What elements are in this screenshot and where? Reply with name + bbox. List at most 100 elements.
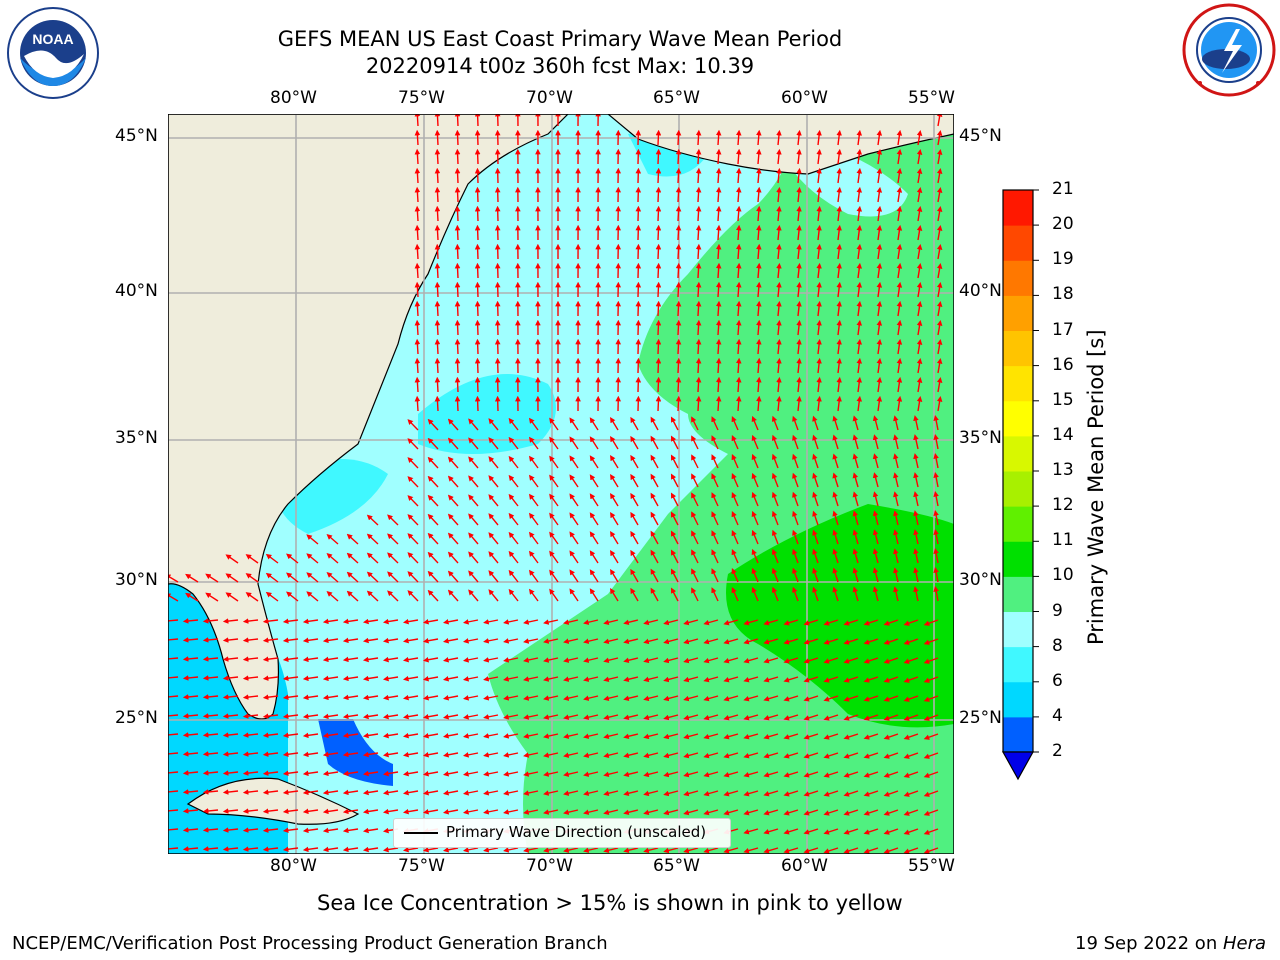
wave-direction-arrow bbox=[623, 847, 639, 854]
wave-direction-arrow bbox=[468, 589, 479, 602]
wave-direction-arrow bbox=[735, 319, 742, 336]
wave-direction-arrow bbox=[856, 148, 863, 165]
wave-direction-arrow bbox=[468, 570, 479, 583]
wave-direction-arrow bbox=[503, 714, 519, 720]
wave-direction-arrow bbox=[262, 770, 279, 776]
wave-direction-arrow bbox=[763, 733, 779, 740]
wave-direction-arrow bbox=[863, 809, 879, 816]
wave-direction-arrow bbox=[723, 695, 739, 702]
wave-direction-arrow bbox=[903, 790, 919, 797]
wave-direction-arrow bbox=[832, 548, 839, 564]
wave-direction-arrow bbox=[503, 733, 519, 739]
wave-direction-arrow bbox=[663, 733, 679, 740]
wave-direction-arrow bbox=[803, 676, 819, 683]
wave-direction-arrow bbox=[836, 167, 842, 184]
wave-direction-arrow bbox=[896, 129, 903, 146]
wave-direction-arrow bbox=[852, 586, 859, 602]
wave-direction-arrow bbox=[414, 243, 421, 260]
wave-direction-arrow bbox=[402, 694, 419, 701]
wave-direction-arrow bbox=[523, 619, 539, 625]
wave-direction-arrow bbox=[342, 789, 359, 796]
wave-direction-arrow bbox=[735, 395, 742, 412]
wave-direction-arrow bbox=[583, 809, 599, 815]
wave-direction-arrow bbox=[916, 357, 923, 374]
wave-direction-arrow bbox=[225, 592, 239, 602]
wave-direction-arrow bbox=[583, 714, 599, 720]
wave-direction-arrow bbox=[836, 224, 842, 241]
wave-direction-arrow bbox=[695, 319, 702, 336]
wave-direction-arrow bbox=[589, 493, 599, 507]
wave-direction-arrow bbox=[823, 847, 839, 854]
wave-direction-arrow bbox=[422, 694, 439, 701]
wave-direction-arrow bbox=[903, 638, 919, 645]
wave-direction-arrow bbox=[836, 376, 842, 393]
wave-direction-arrow bbox=[342, 637, 359, 644]
wave-direction-arrow bbox=[463, 695, 479, 701]
wave-direction-arrow bbox=[796, 129, 802, 146]
wave-direction-arrow bbox=[483, 714, 499, 720]
wave-direction-arrow bbox=[342, 751, 359, 758]
wave-direction-arrow bbox=[796, 300, 802, 317]
wave-direction-arrow bbox=[735, 300, 742, 317]
wave-direction-arrow bbox=[650, 511, 659, 526]
wave-direction-arrow bbox=[543, 619, 559, 625]
wave-direction-arrow bbox=[763, 638, 779, 645]
colorbar-tick-label: 11 bbox=[1052, 530, 1074, 551]
wave-direction-arrow bbox=[442, 752, 459, 758]
wave-direction-arrow bbox=[427, 456, 439, 469]
footer-left: NCEP/EMC/Verification Post Processing Pr… bbox=[12, 933, 608, 954]
wave-direction-arrow bbox=[796, 395, 802, 412]
wave-direction-arrow bbox=[508, 531, 519, 545]
wave-direction-arrow bbox=[896, 338, 903, 355]
wave-direction-arrow bbox=[202, 770, 219, 776]
colorbar-cell bbox=[1003, 506, 1033, 542]
wave-direction-arrow bbox=[783, 771, 799, 778]
wave-direction-arrow bbox=[282, 694, 299, 701]
wave-direction-arrow bbox=[442, 847, 459, 853]
wave-direction-arrow bbox=[675, 300, 682, 317]
wave-direction-arrow bbox=[683, 752, 699, 759]
wave-direction-arrow bbox=[414, 205, 421, 222]
wave-direction-arrow bbox=[447, 513, 459, 526]
wave-direction-arrow bbox=[262, 732, 279, 738]
wave-direction-arrow bbox=[245, 573, 259, 583]
wave-direction-arrow bbox=[503, 638, 519, 644]
wave-direction-arrow bbox=[916, 148, 923, 165]
wave-direction-arrow bbox=[655, 224, 662, 241]
wave-direction-arrow bbox=[783, 828, 799, 835]
wave-direction-arrow bbox=[242, 618, 259, 624]
wave-direction-arrow bbox=[893, 415, 899, 431]
wave-direction-arrow bbox=[695, 395, 702, 412]
wave-direction-arrow bbox=[856, 205, 863, 222]
wave-direction-arrow bbox=[168, 694, 179, 700]
wave-direction-arrow bbox=[549, 512, 559, 526]
wave-direction-arrow bbox=[168, 637, 179, 643]
wave-direction-arrow bbox=[427, 475, 439, 488]
wave-direction-arrow bbox=[503, 752, 519, 758]
wave-direction-arrow bbox=[242, 694, 259, 700]
wave-direction-arrow bbox=[422, 808, 439, 815]
wave-direction-arrow bbox=[603, 714, 619, 721]
wave-direction-arrow bbox=[923, 695, 939, 702]
wave-direction-arrow bbox=[670, 587, 679, 602]
wave-direction-arrow bbox=[715, 338, 722, 355]
wave-direction-arrow bbox=[427, 551, 439, 564]
wave-direction-arrow bbox=[695, 262, 702, 279]
wave-direction-arrow bbox=[913, 529, 919, 545]
wave-direction-arrow bbox=[650, 549, 659, 564]
wave-direction-arrow bbox=[735, 186, 742, 203]
wave-direction-arrow bbox=[650, 435, 659, 450]
colorbar-cell bbox=[1003, 471, 1033, 507]
wave-direction-arrow bbox=[771, 415, 779, 431]
wave-direction-arrow bbox=[756, 395, 762, 412]
wave-direction-arrow bbox=[262, 637, 279, 643]
wave-direction-arrow bbox=[603, 733, 619, 740]
wave-direction-arrow bbox=[852, 510, 859, 526]
wave-direction-arrow bbox=[913, 472, 919, 488]
wave-direction-arrow bbox=[856, 167, 863, 184]
wave-direction-arrow bbox=[883, 828, 899, 835]
noaa-logo: NOAA bbox=[7, 7, 99, 99]
wave-direction-arrow bbox=[202, 732, 219, 738]
wave-direction-arrow bbox=[903, 619, 919, 626]
wave-direction-arrow bbox=[683, 771, 699, 778]
